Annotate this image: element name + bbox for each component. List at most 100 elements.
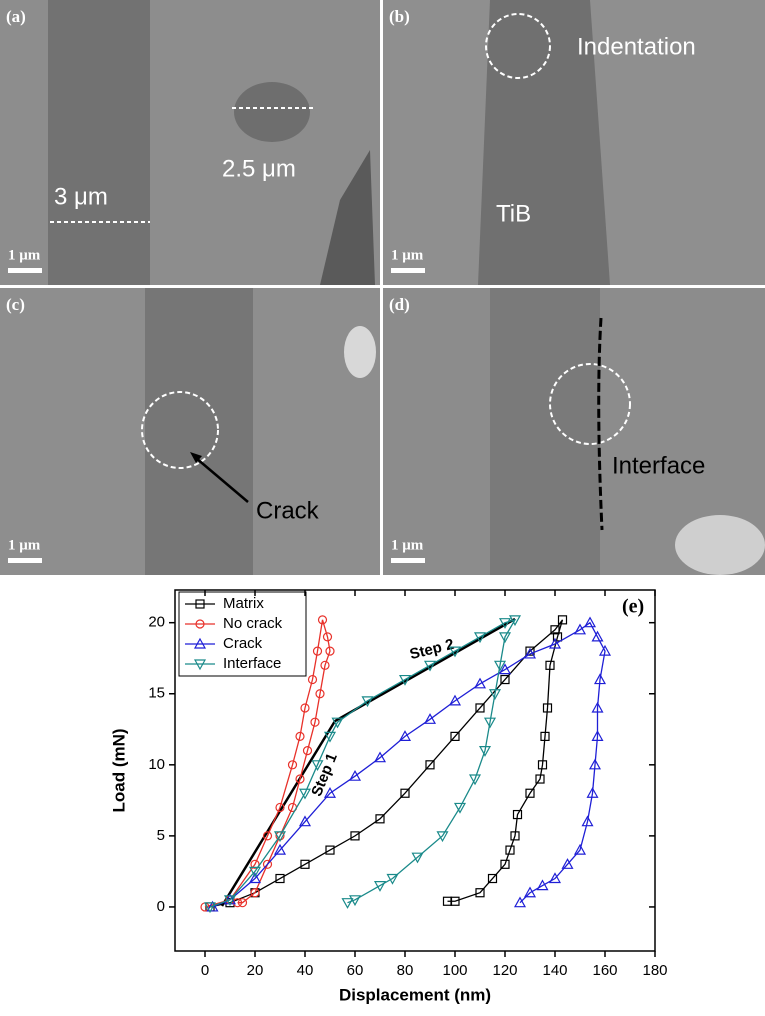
- marker: [540, 731, 550, 741]
- marker: [302, 746, 313, 756]
- y-tick-label: 0: [157, 898, 165, 915]
- marker: [487, 873, 498, 884]
- x-tick-label: 140: [542, 962, 567, 979]
- marker: [193, 659, 207, 671]
- marker: [348, 769, 362, 781]
- x-tick-label: 20: [247, 962, 264, 979]
- marker: [588, 758, 602, 770]
- marker: [508, 615, 522, 627]
- marker: [591, 630, 604, 642]
- marker: [315, 689, 325, 699]
- marker: [525, 646, 535, 656]
- marker: [300, 859, 310, 869]
- series-line: [209, 619, 564, 908]
- marker: [322, 632, 333, 642]
- marker: [375, 814, 385, 824]
- marker: [493, 660, 507, 672]
- y-tick-label: 5: [157, 827, 165, 844]
- marker: [591, 730, 604, 741]
- marker: [545, 660, 555, 670]
- y-tick-label: 20: [148, 614, 165, 631]
- marker: [323, 731, 337, 743]
- marker: [250, 859, 260, 869]
- marker: [325, 845, 335, 855]
- marker: [312, 646, 323, 656]
- marker: [498, 632, 512, 644]
- marker: [295, 774, 305, 784]
- scale-label: 1 μm: [391, 247, 424, 263]
- marker: [275, 802, 285, 813]
- marker: [523, 886, 537, 898]
- marker: [325, 646, 335, 656]
- x-tick-label: 160: [592, 962, 617, 979]
- marker: [552, 632, 563, 642]
- marker: [195, 599, 205, 609]
- scale-label: 1 μm: [391, 537, 424, 553]
- marker: [557, 615, 568, 625]
- marker: [425, 760, 435, 770]
- marker: [473, 632, 487, 644]
- marker: [436, 831, 449, 843]
- panel-label: (d): [389, 295, 410, 314]
- annotation: 3 μm: [54, 183, 108, 210]
- annotation: TiB: [496, 200, 531, 227]
- marker: [536, 879, 549, 891]
- x-axis-title: Displacement (nm): [339, 985, 491, 1004]
- marker: [537, 760, 548, 770]
- marker: [262, 831, 273, 841]
- plot-frame: [174, 589, 656, 952]
- step-line: [220, 617, 516, 907]
- marker: [525, 788, 535, 798]
- marker: [513, 896, 527, 908]
- marker: [505, 845, 515, 855]
- marker: [287, 760, 298, 770]
- marker: [423, 660, 437, 672]
- x-tick-label: 40: [297, 962, 314, 979]
- marker: [548, 872, 562, 884]
- sem-panel-b: [383, 0, 765, 285]
- legend-label: Interface: [223, 655, 281, 672]
- marker: [442, 896, 453, 906]
- marker: [232, 898, 243, 908]
- marker: [203, 902, 217, 914]
- marker: [573, 623, 587, 635]
- marker: [298, 815, 312, 827]
- marker: [400, 788, 410, 798]
- marker: [361, 696, 374, 708]
- marker: [542, 703, 553, 713]
- marker: [523, 647, 537, 659]
- marker: [320, 660, 330, 670]
- y-tick-label: 10: [148, 756, 165, 773]
- series-line: [212, 621, 606, 908]
- legend-label: No crack: [223, 615, 283, 632]
- marker: [398, 730, 412, 741]
- annotation: 2.5 μm: [222, 155, 296, 182]
- marker: [386, 873, 399, 885]
- marker: [475, 888, 485, 898]
- marker: [561, 858, 574, 869]
- marker: [331, 717, 344, 729]
- panel-label: (c): [6, 295, 25, 314]
- marker: [323, 787, 337, 798]
- marker: [398, 674, 412, 686]
- marker: [310, 717, 320, 727]
- annotation: Step 2: [408, 636, 456, 663]
- marker: [586, 787, 599, 798]
- x-tick-label: 120: [492, 962, 517, 979]
- marker: [423, 713, 437, 724]
- marker: [223, 895, 237, 907]
- marker: [448, 646, 462, 658]
- marker: [317, 615, 328, 625]
- marker: [535, 774, 545, 784]
- marker: [500, 859, 510, 869]
- marker: [195, 619, 205, 629]
- marker: [548, 637, 562, 649]
- marker: [295, 731, 305, 741]
- marker: [473, 677, 487, 689]
- marker: [500, 674, 510, 685]
- scale-label: 1 μm: [8, 247, 41, 263]
- marker: [591, 701, 604, 713]
- marker: [262, 859, 273, 869]
- marker: [193, 637, 207, 649]
